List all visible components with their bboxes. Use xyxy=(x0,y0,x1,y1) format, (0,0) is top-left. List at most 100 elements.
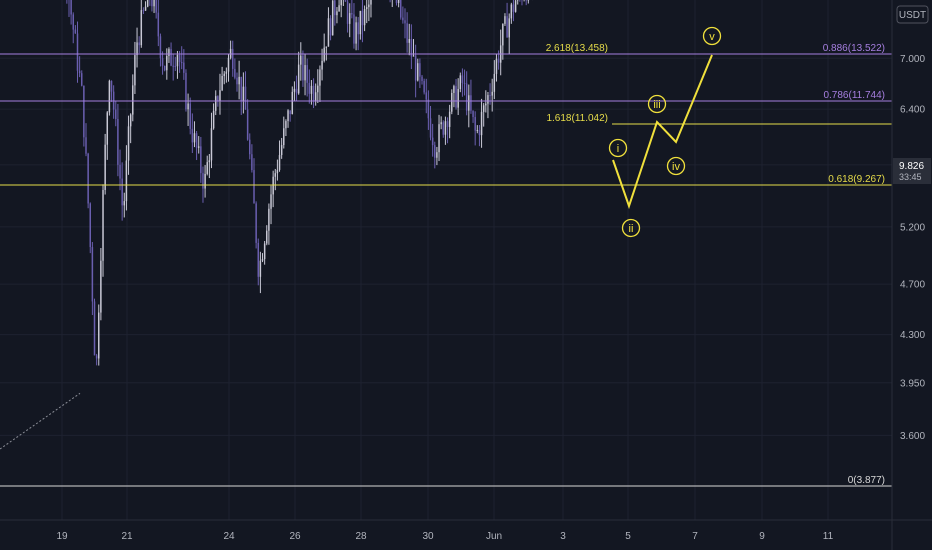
candle-body xyxy=(423,80,425,93)
candle xyxy=(231,40,234,77)
candle-body xyxy=(310,85,313,94)
y-tick-label: 5.200 xyxy=(900,222,925,233)
currency-badge[interactable]: USDT xyxy=(896,5,929,24)
candle xyxy=(516,0,519,5)
candle-body xyxy=(127,126,130,161)
candle xyxy=(229,40,232,60)
candle-body xyxy=(144,6,147,11)
candle xyxy=(236,72,238,92)
candle-body xyxy=(170,49,172,66)
candle xyxy=(353,3,355,49)
candle xyxy=(480,98,483,148)
x-tick-label: 9 xyxy=(759,531,765,542)
candle-body xyxy=(348,13,351,24)
wave-label-circle xyxy=(702,26,722,46)
fib-level[interactable]: 0.786(11.744) xyxy=(0,90,892,102)
candle-body xyxy=(253,170,255,204)
candle xyxy=(404,8,406,39)
candle xyxy=(395,0,398,6)
candle-body xyxy=(229,48,232,58)
candle xyxy=(287,109,289,128)
fib-level-label: 0.618(9.267) xyxy=(828,174,885,185)
candle xyxy=(93,298,96,356)
candle-body xyxy=(168,49,170,57)
candle-body xyxy=(351,13,353,15)
candle xyxy=(193,121,196,148)
fib-levels: 2.618(13.458) 0.886(13.522) 0.786(11.744) 1… xyxy=(0,43,892,487)
candle xyxy=(212,103,215,130)
candle-body xyxy=(219,90,221,101)
candle-body xyxy=(195,133,198,148)
candle-body xyxy=(308,82,311,94)
candle xyxy=(74,25,77,34)
candle xyxy=(142,7,145,15)
candle-body xyxy=(183,62,185,73)
candle xyxy=(319,65,321,103)
candle xyxy=(119,149,121,191)
candle xyxy=(95,353,98,366)
fib-level[interactable]: 0.618(9.267) xyxy=(0,174,892,186)
candle xyxy=(359,10,362,40)
x-tick-label: 26 xyxy=(289,531,301,542)
candle-body xyxy=(427,99,430,119)
wave-label: iii xyxy=(647,94,667,114)
candle-body xyxy=(257,242,260,277)
fib-level-label: 0.786(11.744) xyxy=(823,90,885,101)
candle-body xyxy=(474,117,476,131)
candle-body xyxy=(172,65,174,67)
candle-body xyxy=(300,55,302,65)
candle-body xyxy=(76,33,79,71)
candle-body xyxy=(482,105,485,112)
candle xyxy=(453,84,455,108)
candle-body xyxy=(440,122,442,125)
candle-body xyxy=(429,118,432,138)
candle xyxy=(223,71,225,85)
candle xyxy=(327,7,330,47)
wave-label-text: iv xyxy=(672,161,680,173)
candle-body xyxy=(319,69,321,86)
candle xyxy=(117,103,119,177)
x-tick-label: 11 xyxy=(823,531,834,542)
candle-body xyxy=(138,42,140,46)
candle xyxy=(431,123,434,157)
candle xyxy=(470,79,472,114)
candle xyxy=(289,110,291,122)
candle-body xyxy=(85,137,87,154)
candle-body xyxy=(166,56,168,71)
candle-body xyxy=(368,4,370,8)
candle-body xyxy=(451,92,453,112)
wave-label-text: iii xyxy=(653,99,660,111)
candle xyxy=(325,46,328,61)
candle xyxy=(121,162,123,221)
fib-level[interactable]: 0.886(13.522) xyxy=(0,43,892,55)
fib-level[interactable]: 0(3.877) xyxy=(0,475,892,487)
candle-body xyxy=(187,103,189,110)
candle xyxy=(257,238,260,286)
candle xyxy=(338,0,340,12)
candle xyxy=(155,0,157,19)
candle xyxy=(278,140,281,172)
candle-body xyxy=(331,0,334,36)
candle xyxy=(455,79,457,110)
candle-body xyxy=(110,80,113,92)
candle xyxy=(474,111,476,146)
candle-body xyxy=(312,85,315,102)
y-tick-label: 4.700 xyxy=(900,280,925,291)
candle-body xyxy=(289,110,291,114)
candle xyxy=(351,0,353,19)
candle xyxy=(304,53,306,96)
candle xyxy=(178,51,181,73)
candle xyxy=(334,0,336,26)
candle-body xyxy=(151,0,153,7)
candle-body xyxy=(89,203,92,248)
candle xyxy=(506,2,508,38)
wave-label-text: i xyxy=(617,143,619,155)
candle xyxy=(370,0,372,18)
grid xyxy=(0,0,892,520)
candle xyxy=(280,137,283,159)
candle xyxy=(140,0,143,48)
candle xyxy=(438,114,440,162)
candle-body xyxy=(102,189,104,261)
candle-body xyxy=(249,139,251,155)
